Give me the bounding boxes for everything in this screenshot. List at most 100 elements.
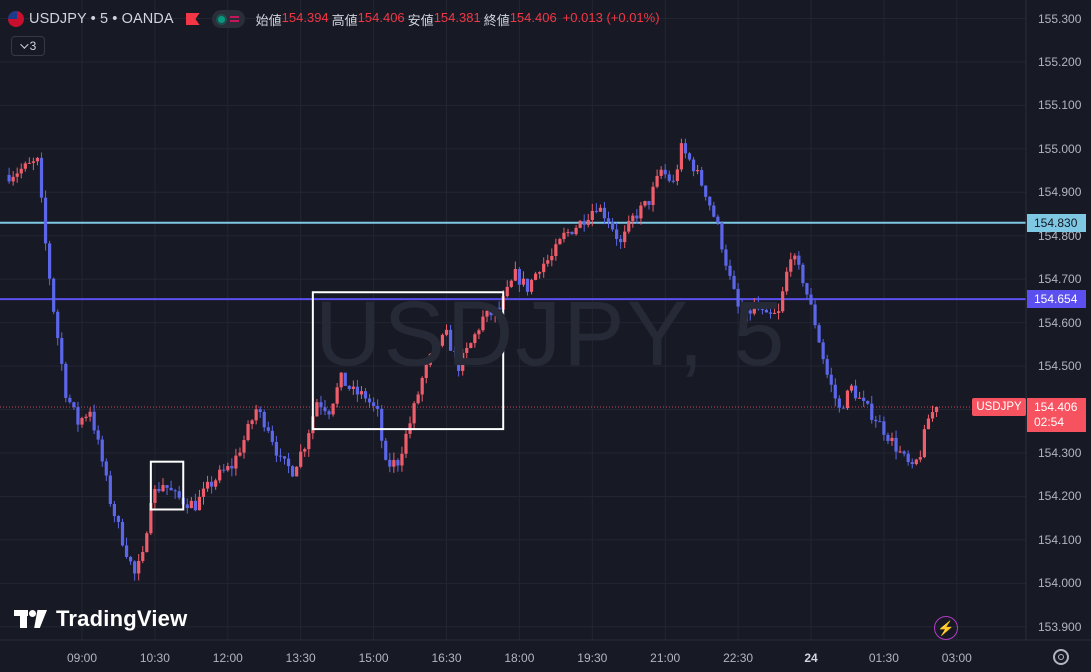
hline-price-tag-1: 154.830 <box>1027 213 1086 232</box>
candle-body <box>189 500 193 509</box>
candle-body <box>542 263 546 273</box>
price-tick-label: 155.100 <box>1038 98 1082 113</box>
tradingview-logo[interactable]: TradingView <box>14 606 187 632</box>
candle-body <box>748 310 752 314</box>
candle-body <box>299 451 303 467</box>
candle-body <box>671 180 675 182</box>
time-tick-label: 13:30 <box>285 651 316 665</box>
candle-body <box>380 408 384 441</box>
legend-header: USDJPY • 5 • OANDA 始値 154.394 高値 154.406… <box>8 8 660 30</box>
lightning-icon[interactable]: ⚡ <box>934 616 958 640</box>
time-tick-label: 22:30 <box>723 651 754 665</box>
candle-body <box>772 312 777 314</box>
candle-body <box>529 279 534 292</box>
candle-body <box>696 170 700 172</box>
candle-body <box>56 311 60 339</box>
candle-body <box>145 533 149 552</box>
candle-body <box>108 475 112 505</box>
gear-icon[interactable] <box>1053 649 1069 665</box>
candle-body <box>392 460 396 467</box>
candle-body <box>586 219 590 225</box>
candle-body <box>554 244 558 256</box>
candle-body <box>534 273 538 280</box>
market-status-pill[interactable] <box>211 10 245 28</box>
price-tick-label: 154.600 <box>1038 315 1082 330</box>
candle-body <box>19 168 23 174</box>
candle-body <box>858 397 862 399</box>
candle-body <box>331 403 335 415</box>
candle-body <box>88 411 92 417</box>
candle-body <box>303 449 307 452</box>
candle-body <box>339 372 343 388</box>
candle-body <box>594 210 598 212</box>
price-tick-label: 154.200 <box>1038 489 1082 504</box>
candle-body <box>372 402 376 406</box>
hline-price-tag-2: 154.654 <box>1027 290 1086 309</box>
candle-body <box>598 207 602 212</box>
candle-body <box>736 288 740 307</box>
candle-body <box>461 352 465 371</box>
usdjpy-flag-icon <box>8 11 24 27</box>
price-tick-label: 155.300 <box>1038 11 1082 26</box>
price-tick-label: 154.100 <box>1038 532 1082 547</box>
candle-body <box>141 551 145 561</box>
candle-body <box>894 437 898 452</box>
candle-body <box>254 409 258 421</box>
candle-body <box>205 481 210 489</box>
candle-body <box>420 377 424 395</box>
data-status-icon <box>229 16 239 22</box>
time-tick-label: 15:00 <box>358 651 389 665</box>
candle-body <box>623 231 627 243</box>
candle-body <box>197 496 202 511</box>
indicators-toggle-button[interactable]: 3 <box>11 36 45 56</box>
candle-body <box>84 416 88 419</box>
time-tick-label: 12:00 <box>212 651 243 665</box>
candle-body <box>481 316 485 331</box>
candle-body <box>720 222 724 250</box>
candle-body <box>870 403 874 420</box>
candle-body <box>902 451 906 454</box>
candle-body <box>546 260 550 264</box>
candle-body <box>712 205 716 217</box>
candle-body <box>789 259 793 272</box>
candle-body <box>39 157 44 198</box>
rectangles <box>149 291 505 511</box>
horizontal-lines <box>0 221 1026 408</box>
candle-body <box>424 364 428 378</box>
candle-body <box>465 348 469 353</box>
candle-body <box>744 310 748 322</box>
candle-body <box>813 304 817 326</box>
candle-body <box>610 221 615 230</box>
candle-body <box>606 218 611 222</box>
candle-body <box>582 220 586 225</box>
candle-body <box>7 174 11 182</box>
candle-body <box>165 485 169 488</box>
candle-body <box>282 456 287 459</box>
candle-body <box>906 453 910 463</box>
symbol-price-label: USDJPY <box>972 397 1026 416</box>
candle-body <box>440 334 445 346</box>
market-open-icon <box>217 15 225 23</box>
candle-body <box>764 309 769 313</box>
time-tick-label: 16:30 <box>431 651 462 665</box>
candle-body <box>866 400 870 404</box>
candle-body <box>262 411 266 428</box>
price-tick-label: 154.000 <box>1038 576 1082 591</box>
flag-marker-icon[interactable] <box>185 13 200 25</box>
candle-body <box>550 255 554 261</box>
candle-body <box>31 161 35 163</box>
candle-body <box>112 504 116 517</box>
candle-body <box>752 302 756 314</box>
candle-body <box>513 269 517 281</box>
candle-body <box>35 157 40 162</box>
candle-body <box>124 545 129 557</box>
candle-body <box>655 175 659 187</box>
candle-body <box>388 459 392 467</box>
symbol-title[interactable]: USDJPY • 5 • OANDA <box>29 11 174 27</box>
candle-body <box>485 310 489 317</box>
candle-body <box>432 343 436 354</box>
candle-body <box>801 264 805 284</box>
candle-body <box>647 201 651 205</box>
candle-body <box>691 159 696 172</box>
